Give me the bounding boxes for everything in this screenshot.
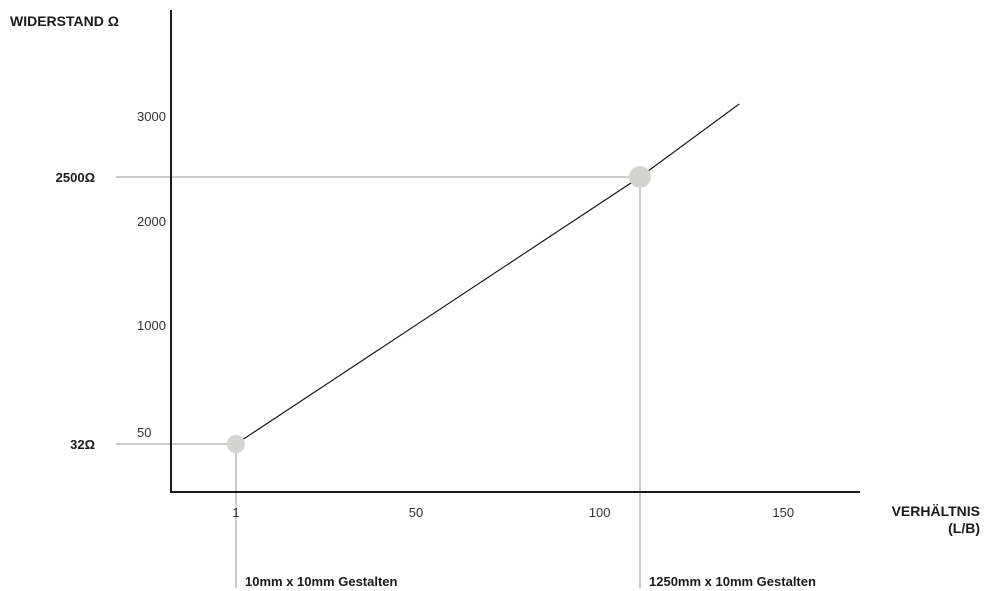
y-tick-label: 50	[137, 425, 151, 440]
x-axis-title-line1: VERHÄLTNIS	[892, 503, 980, 519]
x-tick-label: 1	[232, 505, 239, 520]
y-tick-label: 3000	[137, 109, 166, 124]
y-axis-title: WIDERSTAND Ω	[10, 13, 119, 29]
x-axis-title-line2: (L/B)	[948, 520, 980, 536]
x-tick-label: 50	[409, 505, 423, 520]
y-tick-label: 1000	[137, 318, 166, 333]
y-tick-label: 2000	[137, 214, 166, 229]
series-group	[235, 103, 740, 445]
x-tick-label: 150	[772, 505, 794, 520]
highlight-guides	[116, 176, 641, 588]
highlight-labels: 32Ω 10mm x 10mm Gestalten 2500Ω 1250mm x 10…	[56, 170, 816, 589]
highlight-y-label: 2500Ω	[56, 170, 95, 185]
highlight-markers	[227, 166, 651, 453]
highlight-x-label: 10mm x 10mm Gestalten	[245, 574, 398, 589]
highlight-x-label: 1250mm x 10mm Gestalten	[649, 574, 816, 589]
highlight-y-label: 32Ω	[70, 437, 95, 452]
highlight-marker	[629, 166, 651, 188]
series-line	[235, 103, 740, 445]
x-tick-label: 100	[589, 505, 611, 520]
highlight-marker	[227, 435, 245, 453]
